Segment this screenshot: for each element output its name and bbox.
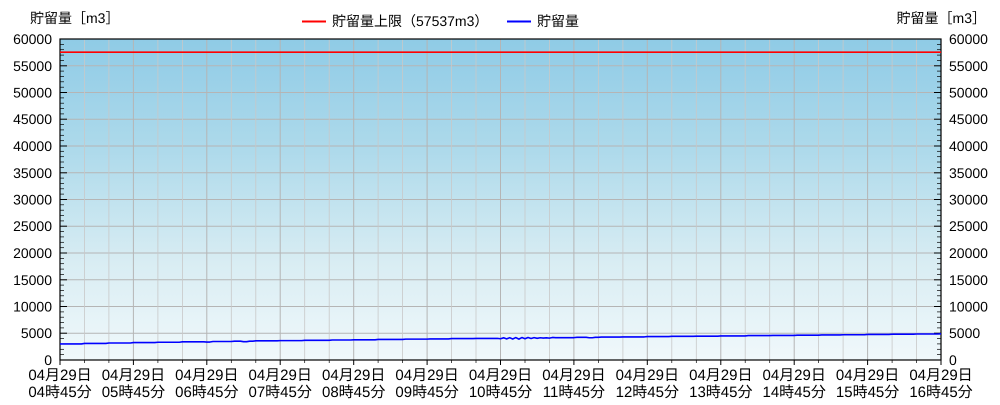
svg-text:04月29日: 04月29日 (689, 367, 752, 384)
svg-text:04月29日: 04月29日 (322, 367, 385, 384)
svg-text:60000: 60000 (13, 31, 52, 47)
svg-text:10000: 10000 (949, 299, 988, 315)
svg-text:貯留量上限（57537m3）: 貯留量上限（57537m3） (332, 13, 488, 29)
svg-text:06時45分: 06時45分 (175, 384, 238, 400)
svg-text:30000: 30000 (949, 192, 988, 208)
svg-text:0: 0 (44, 352, 52, 368)
svg-text:04月29日: 04月29日 (175, 367, 238, 384)
svg-text:04月29日: 04月29日 (28, 367, 91, 384)
svg-text:貯留量［m3］: 貯留量［m3］ (30, 10, 119, 26)
svg-text:04月29日: 04月29日 (836, 367, 899, 384)
svg-text:20000: 20000 (13, 245, 52, 261)
svg-text:35000: 35000 (13, 165, 52, 181)
svg-text:04月29日: 04月29日 (102, 367, 165, 384)
svg-text:50000: 50000 (13, 85, 52, 101)
svg-text:09時45分: 09時45分 (395, 384, 458, 400)
svg-text:5000: 5000 (21, 325, 52, 341)
svg-text:10000: 10000 (13, 299, 52, 315)
svg-text:55000: 55000 (949, 58, 988, 74)
svg-text:40000: 40000 (949, 138, 988, 154)
svg-text:04月29日: 04月29日 (616, 367, 679, 384)
svg-text:60000: 60000 (949, 31, 988, 47)
svg-text:04時45分: 04時45分 (28, 384, 91, 400)
svg-text:04月29日: 04月29日 (395, 367, 458, 384)
svg-text:0: 0 (949, 352, 957, 368)
svg-text:04月29日: 04月29日 (909, 367, 972, 384)
svg-text:15時45分: 15時45分 (836, 384, 899, 400)
svg-text:30000: 30000 (13, 192, 52, 208)
svg-text:35000: 35000 (949, 165, 988, 181)
svg-text:13時45分: 13時45分 (689, 384, 752, 400)
svg-text:10時45分: 10時45分 (469, 384, 532, 400)
svg-text:14時45分: 14時45分 (763, 384, 826, 400)
svg-text:55000: 55000 (13, 58, 52, 74)
svg-text:40000: 40000 (13, 138, 52, 154)
svg-text:45000: 45000 (949, 111, 988, 127)
svg-text:16時45分: 16時45分 (909, 384, 972, 400)
svg-text:08時45分: 08時45分 (322, 384, 385, 400)
svg-text:04月29日: 04月29日 (249, 367, 312, 384)
svg-text:04月29日: 04月29日 (763, 367, 826, 384)
svg-text:5000: 5000 (949, 325, 980, 341)
svg-text:45000: 45000 (13, 111, 52, 127)
svg-text:20000: 20000 (949, 245, 988, 261)
svg-text:04月29日: 04月29日 (542, 367, 605, 384)
svg-text:11時45分: 11時45分 (543, 384, 605, 400)
svg-text:12時45分: 12時45分 (616, 384, 679, 400)
svg-text:25000: 25000 (949, 218, 988, 234)
svg-text:貯留量［m3］: 貯留量［m3］ (897, 10, 986, 26)
svg-text:07時45分: 07時45分 (249, 384, 312, 400)
svg-text:50000: 50000 (949, 85, 988, 101)
svg-text:15000: 15000 (949, 272, 988, 288)
svg-text:15000: 15000 (13, 272, 52, 288)
svg-text:25000: 25000 (13, 218, 52, 234)
svg-text:貯留量: 貯留量 (537, 13, 579, 29)
svg-text:04月29日: 04月29日 (469, 367, 532, 384)
svg-text:05時45分: 05時45分 (102, 384, 165, 400)
